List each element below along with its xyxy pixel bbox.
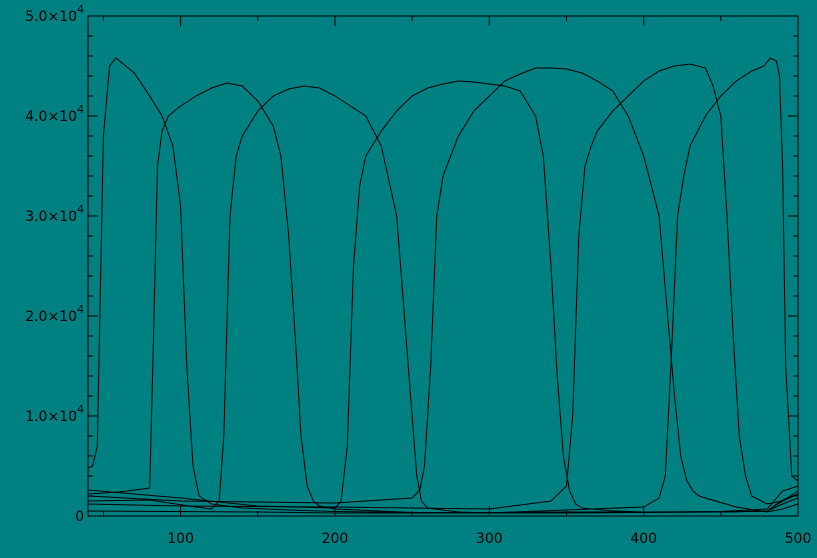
series-line-1 [87,57,799,513]
x-tick-label: 500 [785,531,812,547]
series-line-3 [87,85,799,514]
y-tick-label: 4.0×104 [25,103,84,125]
x-tick-label: 400 [630,531,657,547]
x-tick-label: 100 [167,531,194,547]
y-tick-label: 1.0×104 [25,403,84,425]
y-axis: 0 1.0×104 2.0×104 3.0×104 4.0×104 5.0×104 [25,3,798,525]
series-line-4 [87,80,799,513]
series-line-2 [87,82,799,514]
y-tick-label: 0 [75,509,84,525]
x-axis: 100 200 300 400 500 [102,16,812,547]
plot-border [87,15,799,517]
x-tick-label: 200 [322,531,349,547]
plot-frame [87,15,799,517]
x-tick-label: 300 [476,531,503,547]
series-line-5 [87,67,799,513]
series-group [87,57,799,514]
y-tick-label: 5.0×104 [25,3,84,25]
series-line-6 [87,63,799,510]
series-line-7 [87,57,799,514]
y-tick-label: 3.0×104 [25,203,84,225]
y-tick-label: 2.0×104 [25,303,84,325]
